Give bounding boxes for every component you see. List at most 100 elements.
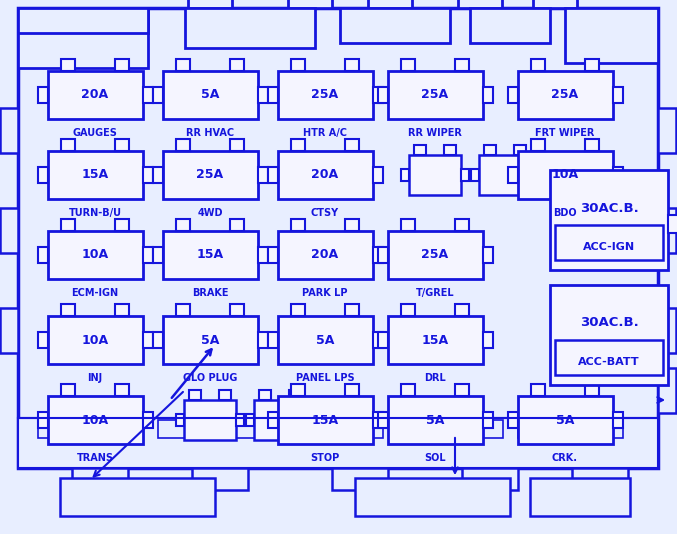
Bar [18,8,658,468]
Bar [454,59,468,71]
Text: TRANS: TRANS [77,453,114,463]
Bar [585,139,598,151]
Text: T/GREL: T/GREL [416,288,454,298]
Bar [306,414,314,426]
Bar [291,219,305,231]
Bar [0,308,18,352]
Text: CRK.: CRK. [552,453,578,463]
Bar [162,316,257,364]
Bar [338,420,383,438]
Bar [190,390,202,400]
Bar [62,139,75,151]
Bar [62,59,75,71]
Bar [372,412,383,428]
Bar [162,71,257,119]
Bar [378,412,387,428]
Text: 4WD: 4WD [197,208,223,218]
Bar [278,420,323,438]
Bar [409,155,461,195]
Bar [185,8,315,48]
Bar [401,304,416,316]
Text: CTSY: CTSY [311,208,339,218]
Bar [345,219,359,231]
Bar [291,59,305,71]
Bar [345,59,359,71]
Bar [177,304,190,316]
Bar [114,139,129,151]
Text: 5A: 5A [201,89,219,101]
Bar [345,384,359,396]
Bar [401,384,416,396]
Bar [471,169,479,181]
Bar [518,420,563,438]
Text: ACC-BATT: ACC-BATT [578,357,640,367]
Bar [37,87,47,103]
Bar [177,139,190,151]
Text: PARK LP: PARK LP [302,288,348,298]
Bar [658,367,676,412]
Bar [114,219,129,231]
Bar [278,316,372,364]
Bar [454,219,468,231]
Bar [62,219,75,231]
Bar [517,151,613,199]
Text: 20A: 20A [311,169,338,182]
Bar [585,59,598,71]
Text: INJ: INJ [87,373,102,383]
Bar [47,316,142,364]
Bar [368,0,412,8]
Bar [461,169,469,181]
Bar [177,219,190,231]
Bar [398,420,443,438]
Bar [531,169,539,181]
Text: RR HVAC: RR HVAC [186,128,234,138]
Bar [60,478,215,516]
Bar [267,412,278,428]
Bar [658,107,676,153]
Bar [218,420,263,438]
Bar [372,332,383,348]
Bar [470,8,550,43]
Text: STOP: STOP [310,453,340,463]
Text: SOL: SOL [424,453,446,463]
Bar [578,420,623,438]
Bar [278,396,372,444]
Bar [37,247,47,263]
Bar [152,167,162,183]
Bar [37,332,47,348]
Bar [372,247,383,263]
Bar [479,155,531,195]
Bar [483,247,492,263]
Bar [37,412,47,428]
Bar [230,139,244,151]
Bar [47,231,142,279]
Text: 25A: 25A [311,89,338,101]
Bar [230,219,244,231]
Bar [177,59,190,71]
Text: 10A: 10A [552,169,579,182]
Bar [483,412,492,428]
Bar [613,167,622,183]
Text: 20A: 20A [81,89,108,101]
Bar [378,87,387,103]
Bar [414,145,427,155]
Text: 30AC.B.: 30AC.B. [580,201,638,215]
Bar [158,420,203,438]
Text: 10A: 10A [81,248,108,262]
Bar [0,107,18,153]
Text: ACC-IGN: ACC-IGN [583,242,635,252]
Bar [387,231,483,279]
Bar [387,316,483,364]
Bar [572,468,628,490]
Bar [98,420,143,438]
Bar [62,384,75,396]
Bar [47,396,142,444]
Bar [114,384,129,396]
Bar [257,87,267,103]
Bar [401,219,416,231]
Bar [454,304,468,316]
Bar [114,59,129,71]
Text: 15A: 15A [422,334,449,347]
Bar [531,139,546,151]
Bar [378,332,387,348]
